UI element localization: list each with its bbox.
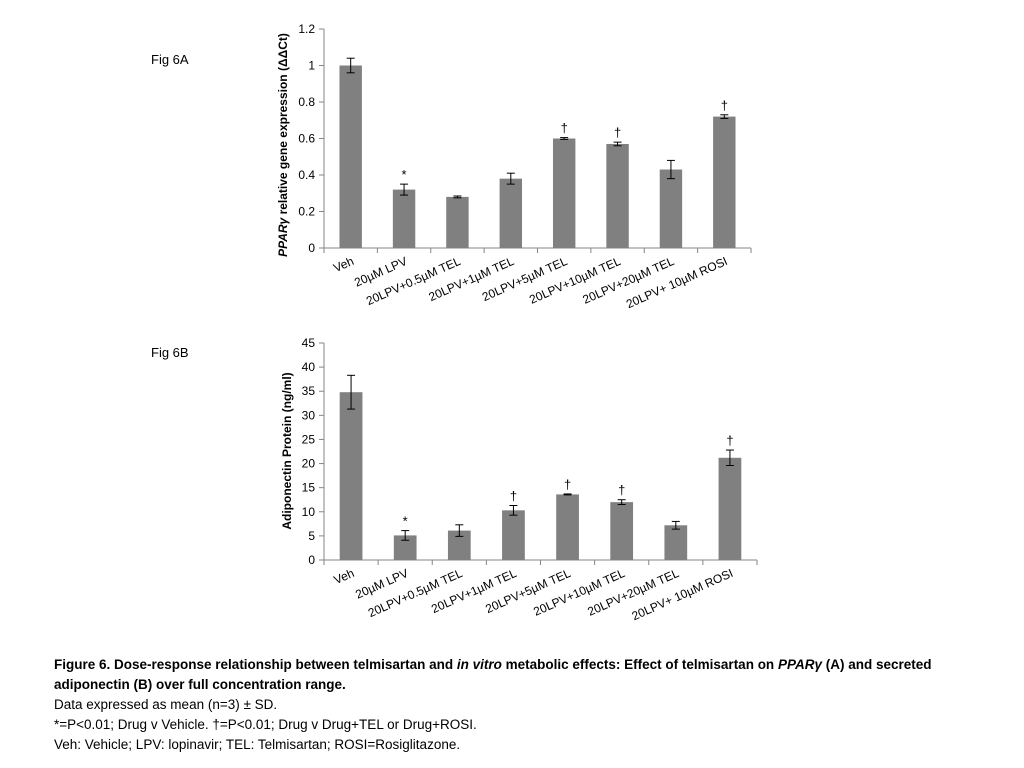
fig-6a-label: Fig 6A <box>151 52 189 67</box>
y-tick-label: 0.6 <box>298 132 315 146</box>
category-label: Veh <box>331 254 356 275</box>
bar <box>713 116 736 248</box>
bar <box>552 138 576 248</box>
fig-6b-label: Fig 6B <box>151 345 189 360</box>
y-tick-label: 20 <box>302 457 316 471</box>
bar <box>447 530 471 560</box>
bar <box>556 494 579 560</box>
bar <box>659 169 683 248</box>
bar <box>339 392 363 560</box>
significance-marker: * <box>402 167 407 182</box>
significance-marker: † <box>618 483 625 498</box>
bar <box>393 535 417 560</box>
bar <box>664 525 688 560</box>
bar <box>446 196 469 248</box>
y-tick-label: 40 <box>302 360 316 374</box>
caption-data-note: Data expressed as mean (n=3) ± SD. <box>54 697 278 712</box>
y-tick-label: 15 <box>302 481 316 495</box>
y-axis-label: PPARγ relative gene expression (ΔΔCt) <box>276 33 290 257</box>
y-tick-label: 1 <box>308 59 315 73</box>
caption-significance: *=P<0.01; Drug v Vehicle. †=P<0.01; Drug… <box>54 717 477 732</box>
bar <box>339 65 362 248</box>
bar <box>610 502 634 560</box>
category-label: 20LPV+10µM TEL <box>527 254 623 307</box>
bar <box>502 510 525 560</box>
figure-caption: Figure 6. Dose-response relationship bet… <box>54 655 984 755</box>
bar <box>718 457 742 560</box>
y-tick-label: 0 <box>308 241 315 255</box>
y-tick-label: 25 <box>302 432 316 446</box>
significance-marker: * <box>403 514 408 529</box>
caption-abbreviations: Veh: Vehicle; LPV: lopinavir; TEL: Telmi… <box>54 737 461 752</box>
y-tick-label: 0.8 <box>298 95 315 109</box>
significance-marker: † <box>564 477 571 492</box>
y-tick-label: 10 <box>302 505 316 519</box>
y-axis-label: Adiponectin Protein (ng/ml) <box>280 372 294 529</box>
y-tick-label: 5 <box>308 529 315 543</box>
bar <box>499 178 523 248</box>
bar <box>606 143 629 248</box>
chart-6b: 0 5 10 15 20 25 30 35 40 45 Adiponectin Protein (n… <box>280 336 758 623</box>
category-label: 20LPV+10µM TEL <box>531 566 627 619</box>
significance-marker: † <box>510 489 517 504</box>
significance-marker: † <box>614 125 621 140</box>
bar <box>392 189 416 248</box>
y-tick-label: 0.2 <box>298 205 315 219</box>
chart-6a: 0 0.2 0.4 0.6 0.8 1 1.2 PPARγ relative gene exp… <box>276 22 752 311</box>
y-tick-label: 45 <box>302 336 316 350</box>
y-tick-label: 30 <box>302 408 316 422</box>
significance-marker: † <box>726 433 733 448</box>
y-tick-label: 1.2 <box>298 22 315 36</box>
y-tick-label: 35 <box>302 384 316 398</box>
y-tick-label: 0 <box>308 553 315 567</box>
charts-canvas: 0 0.2 0.4 0.6 0.8 1 1.2 PPARγ relative gene exp… <box>276 22 758 623</box>
significance-marker: † <box>721 98 728 113</box>
y-tick-label: 0.4 <box>298 168 315 182</box>
significance-marker: † <box>561 121 568 136</box>
caption-title: Figure 6. Dose-response relationship bet… <box>54 657 932 692</box>
category-label: Veh <box>332 566 357 587</box>
